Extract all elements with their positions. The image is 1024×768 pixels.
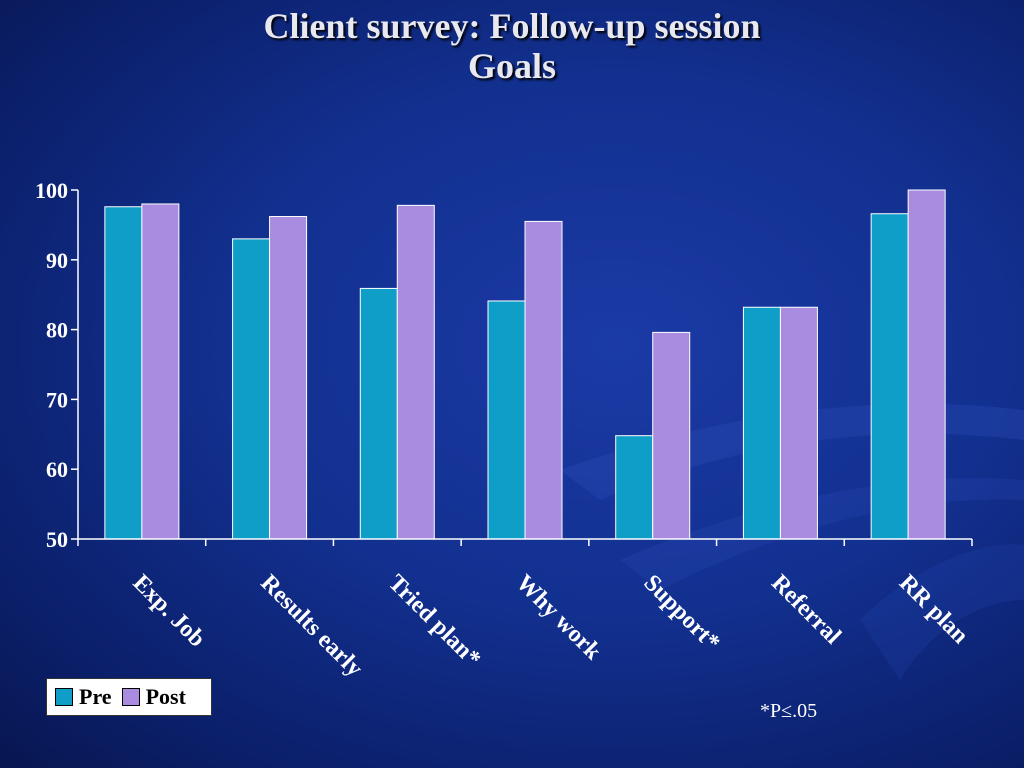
bar-post-5 xyxy=(779,306,818,540)
y-tick-label-100: 100 xyxy=(35,178,68,203)
x-tick-label-1: Results early xyxy=(255,570,367,682)
x-tick-label-5: Referral xyxy=(766,570,846,650)
bar-post-3 xyxy=(524,220,563,540)
x-tick-label-0: Exp. Job xyxy=(128,570,211,653)
title-line-1: Client survey: Follow-up session xyxy=(263,6,761,46)
y-tick-label-80: 80 xyxy=(46,318,68,343)
bar-pre-1 xyxy=(232,238,271,540)
title-line-2: Goals xyxy=(467,46,556,86)
legend-label-post: Post xyxy=(145,684,186,709)
y-tick-label-90: 90 xyxy=(46,248,68,273)
chart-legend: Pre Post xyxy=(46,678,212,716)
bar-post-1 xyxy=(269,216,308,540)
x-tick-label-6: RR plan xyxy=(894,570,973,649)
legend-item-pre: Pre xyxy=(55,684,112,710)
bar-pre-6 xyxy=(870,213,909,540)
bar-pre-4 xyxy=(615,435,654,540)
x-tick-label-3: Why work xyxy=(511,570,607,666)
bar-post-6 xyxy=(907,189,946,540)
legend-item-post: Post xyxy=(121,684,186,710)
legend-swatch-pre xyxy=(55,688,73,706)
significance-footnote: *P≤.05 xyxy=(760,700,818,722)
y-tick-label-60: 60 xyxy=(46,457,68,482)
bar-pre-5 xyxy=(742,306,781,540)
legend-label-pre: Pre xyxy=(79,684,112,709)
bar-post-0 xyxy=(141,203,180,540)
bar-post-4 xyxy=(652,331,691,540)
bar-pre-0 xyxy=(104,206,143,540)
x-tick-label-4: Support* xyxy=(638,570,724,656)
slide-title: Client survey: Follow-up session Goals xyxy=(0,6,1024,86)
y-tick-label-70: 70 xyxy=(46,387,68,412)
bar-pre-2 xyxy=(359,287,398,540)
x-tick-label-2: Tried plan* xyxy=(383,570,485,672)
legend-swatch-post xyxy=(121,688,140,706)
bar-post-2 xyxy=(396,204,435,540)
y-tick-label-50: 50 xyxy=(46,527,68,552)
bar-pre-3 xyxy=(487,300,526,540)
